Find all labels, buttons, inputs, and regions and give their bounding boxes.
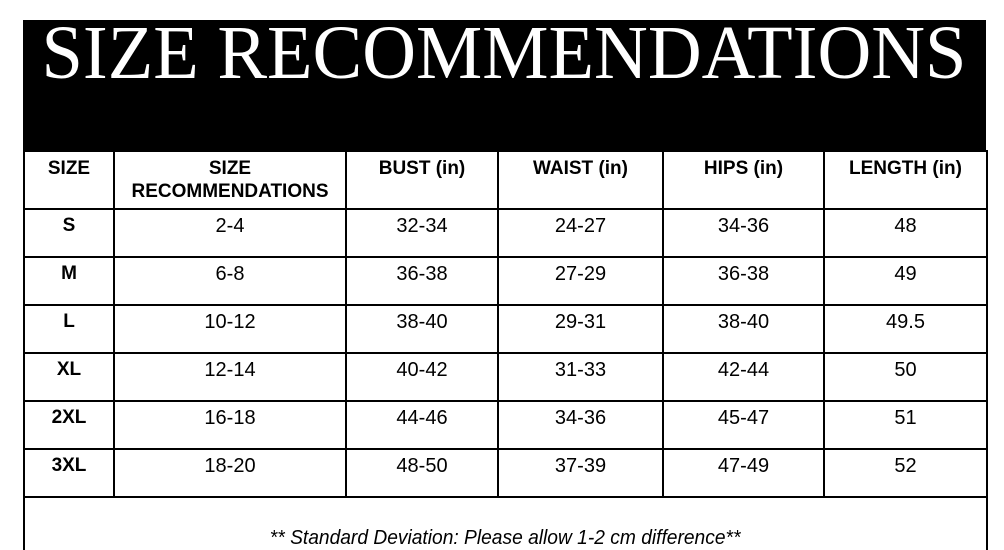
size-label: XL	[23, 352, 115, 402]
size-recommendation-value: 10-12	[113, 304, 347, 354]
size-recommendation-value: 16-18	[113, 400, 347, 450]
table-row-l: L 10-12 38-40 29-31 38-40 49.5	[23, 304, 988, 354]
table-row-2xl: 2XL 16-18 44-46 34-36 45-47 51	[23, 400, 988, 450]
column-header-waist: WAIST (in)	[497, 150, 664, 210]
table-footnote-row: ** Standard Deviation: Please allow 1-2 …	[23, 496, 988, 550]
column-header-length: LENGTH (in)	[823, 150, 988, 210]
waist-value: 29-31	[497, 304, 664, 354]
hips-value: 36-38	[662, 256, 825, 306]
footnote-text: ** Standard Deviation: Please allow 1-2 …	[270, 527, 741, 549]
length-value: 51	[823, 400, 988, 450]
waist-value: 34-36	[497, 400, 664, 450]
length-value: 50	[823, 352, 988, 402]
length-value: 49.5	[823, 304, 988, 354]
column-header-hips: HIPS (in)	[662, 150, 825, 210]
size-label: 3XL	[23, 448, 115, 498]
waist-value: 31-33	[497, 352, 664, 402]
bust-value: 38-40	[345, 304, 499, 354]
title-banner-svg: SIZE RECOMMENDATIONS	[42, 20, 967, 95]
waist-value: 37-39	[497, 448, 664, 498]
bust-value: 48-50	[345, 448, 499, 498]
hips-value: 47-49	[662, 448, 825, 498]
bust-value: 40-42	[345, 352, 499, 402]
table-row-3xl: 3XL 18-20 48-50 37-39 47-49 52	[23, 448, 988, 498]
footnote-cell: ** Standard Deviation: Please allow 1-2 …	[23, 496, 988, 550]
size-label: S	[23, 208, 115, 258]
hips-value: 38-40	[662, 304, 825, 354]
waist-value: 27-29	[497, 256, 664, 306]
hips-value: 42-44	[662, 352, 825, 402]
table-row-xl: XL 12-14 40-42 31-33 42-44 50	[23, 352, 988, 402]
bust-value: 36-38	[345, 256, 499, 306]
length-value: 48	[823, 208, 988, 258]
title-banner: SIZE RECOMMENDATIONS	[23, 20, 986, 150]
size-recommendation-value: 18-20	[113, 448, 347, 498]
column-header-size: SIZE	[23, 150, 115, 210]
size-recommendation-value: 2-4	[113, 208, 347, 258]
size-label: L	[23, 304, 115, 354]
size-table: SIZE SIZE RECOMMENDATIONS BUST (in) WAIS…	[23, 150, 988, 550]
bust-value: 44-46	[345, 400, 499, 450]
hips-value: 45-47	[662, 400, 825, 450]
size-label: M	[23, 256, 115, 306]
length-value: 49	[823, 256, 988, 306]
size-label: 2XL	[23, 400, 115, 450]
length-value: 52	[823, 448, 988, 498]
size-recommendation-value: 6-8	[113, 256, 347, 306]
waist-value: 24-27	[497, 208, 664, 258]
table-row-m: M 6-8 36-38 27-29 36-38 49	[23, 256, 988, 306]
table-row-s: S 2-4 32-34 24-27 34-36 48	[23, 208, 988, 258]
column-header-bust: BUST (in)	[345, 150, 499, 210]
page-title: SIZE RECOMMENDATIONS	[42, 20, 967, 95]
column-header-size-recommendations: SIZE RECOMMENDATIONS	[113, 150, 347, 210]
size-recommendation-value: 12-14	[113, 352, 347, 402]
bust-value: 32-34	[345, 208, 499, 258]
hips-value: 34-36	[662, 208, 825, 258]
table-header-row: SIZE SIZE RECOMMENDATIONS BUST (in) WAIS…	[23, 150, 988, 210]
